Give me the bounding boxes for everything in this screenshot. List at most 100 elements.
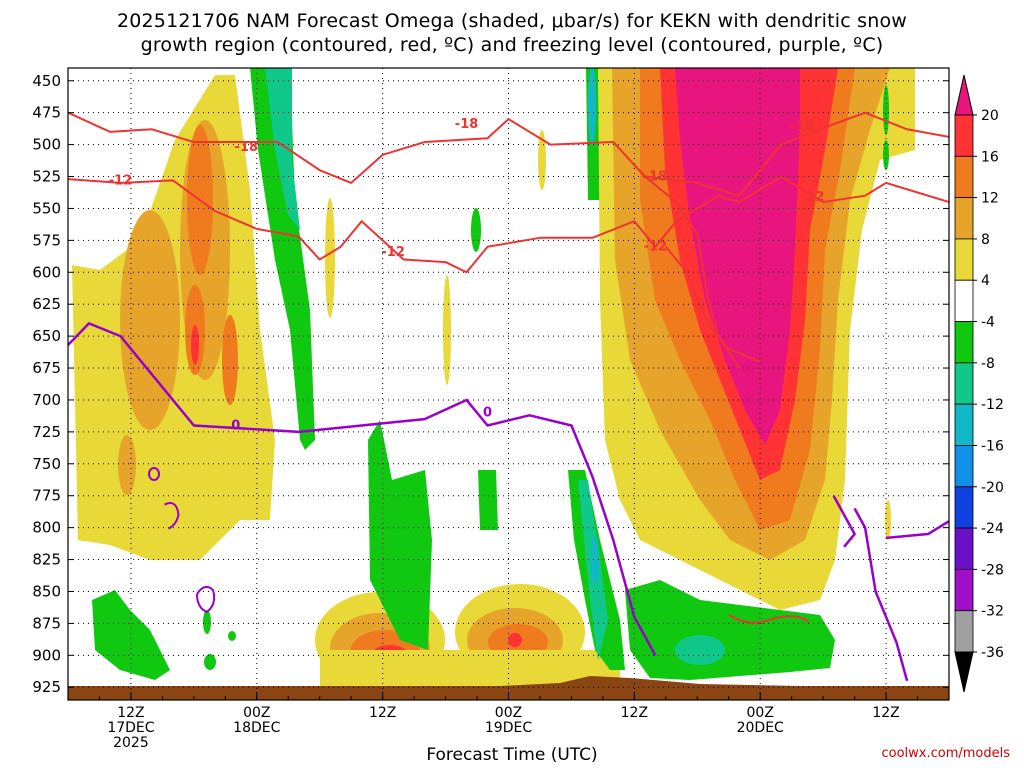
x-axis-title: Forecast Time (UTC) — [426, 745, 598, 765]
chart-title-line2: growth region (contoured, red, ºC) and f… — [140, 34, 884, 56]
omega-shade-mid-green — [368, 420, 432, 650]
omega-shade — [191, 325, 199, 365]
xtick-label: 12Z — [872, 705, 899, 721]
colorbar-segment — [954, 445, 974, 488]
colorbar-segment — [954, 527, 974, 570]
colorbar-segment — [954, 568, 974, 612]
omega-shade — [591, 535, 599, 585]
dgz-contour-minus18 — [68, 111, 949, 197]
contour-label: -12 — [644, 240, 668, 255]
colorbar-label: -28 — [981, 562, 1004, 578]
chart-title-line1: 2025121706 NAM Forecast Omega (shaded, μ… — [116, 10, 908, 32]
colorbar-label: 12 — [981, 191, 999, 207]
xtick-label: 00Z — [243, 705, 270, 721]
ytick-label: 450 — [32, 72, 61, 90]
ytick-label: 500 — [32, 136, 61, 154]
dgz-contour-minus12 — [68, 175, 949, 274]
colorbar-label: -36 — [981, 645, 1004, 661]
xtick-label: 18DEC — [233, 720, 280, 736]
colorbar-segment — [954, 362, 974, 405]
omega-shade — [118, 435, 136, 495]
xtick-label: 12Z — [621, 705, 648, 721]
omega-shade — [92, 590, 170, 680]
freezing-level-contour-d — [832, 495, 856, 548]
contour-label: -18 — [455, 117, 479, 132]
ytick-label: 525 — [32, 168, 61, 186]
colorbar-label: 8 — [981, 232, 990, 248]
freezing-level-contour-b — [885, 520, 949, 540]
freezing-level-loop — [148, 467, 161, 482]
contour-label: -12 — [381, 245, 405, 260]
xtick-label: 00Z — [747, 705, 774, 721]
colorbar-segment — [954, 403, 974, 446]
ytick-label: 600 — [32, 263, 61, 281]
ytick-label: 750 — [32, 455, 61, 473]
ytick-label: 475 — [32, 104, 61, 122]
contour-label: -12 — [109, 173, 133, 188]
colorbar-label: -16 — [981, 438, 1004, 454]
omega-shade — [120, 210, 180, 430]
dgz-contour-minus12-c — [665, 246, 761, 363]
colorbar-segment — [954, 114, 974, 157]
omega-shade — [228, 631, 236, 641]
omega-shade — [508, 633, 522, 647]
xtick-label: 12Z — [369, 705, 396, 721]
contour-label: -18 — [644, 170, 668, 185]
colorbar-label: 16 — [981, 149, 999, 165]
freezing-level-loop — [164, 502, 180, 530]
omega-shade-sink-green — [250, 68, 315, 450]
colorbar-label: -24 — [981, 521, 1004, 537]
omega-shade — [478, 470, 498, 530]
colorbar-segment — [954, 238, 974, 281]
contour-label: 0 — [483, 406, 492, 421]
ytick-label: 675 — [32, 359, 61, 377]
colorbar-segment — [954, 610, 974, 653]
colorbar-segment — [954, 197, 974, 240]
colorbar-segment — [954, 321, 974, 364]
contour-label: -18 — [790, 120, 814, 135]
omega-shade — [443, 275, 451, 385]
contour-label: 0 — [231, 418, 240, 433]
ytick-label: 825 — [32, 551, 61, 569]
colorbar-segment — [954, 155, 974, 199]
ytick-label: 800 — [32, 519, 61, 537]
omega-shade — [471, 208, 481, 252]
freezing-level-contour-c — [853, 507, 909, 682]
omega-shade — [883, 85, 889, 135]
ytick-label: 775 — [32, 487, 61, 505]
omega-shade — [885, 500, 891, 540]
omega-shade — [203, 610, 211, 634]
xtick-label: 12Z — [117, 705, 144, 721]
contour-label: -12 — [801, 190, 825, 205]
xtick-label: 2025 — [113, 735, 149, 751]
colorbar-label: -8 — [981, 356, 995, 372]
contour-label: -18 — [235, 140, 259, 155]
colorbar-segment — [954, 486, 974, 529]
omega-shade — [325, 198, 335, 318]
omega-shade-sink-teal — [265, 68, 300, 230]
ytick-label: 700 — [32, 391, 61, 409]
colorbar-label: 4 — [981, 273, 990, 289]
omega-shade-main-pink — [675, 68, 800, 445]
dgz-contour-low — [728, 613, 810, 624]
ytick-label: 875 — [32, 614, 61, 632]
xtick-label: 17DEC — [107, 720, 154, 736]
omega-shade — [883, 140, 889, 170]
ytick-label: 725 — [32, 423, 61, 441]
xtick-label: 19DEC — [485, 720, 532, 736]
ytick-label: 900 — [32, 646, 61, 664]
credit-link[interactable]: coolwx.com/models — [881, 746, 1010, 761]
freezing-level-loop — [196, 585, 216, 614]
omega-shade — [204, 654, 216, 670]
omega-shade — [588, 68, 596, 145]
colorbar-label: -32 — [981, 604, 1004, 620]
colorbar-bottom-arrow — [954, 651, 974, 693]
omega-shade — [320, 650, 620, 686]
xtick-label: 00Z — [495, 705, 522, 721]
colorbar-label: -12 — [981, 397, 1004, 413]
xtick-label: 20DEC — [737, 720, 784, 736]
colorbar-label: 20 — [981, 108, 999, 124]
colorbar-label: -4 — [981, 315, 995, 331]
ytick-label: 650 — [32, 327, 61, 345]
colorbar-label: -20 — [981, 480, 1004, 496]
